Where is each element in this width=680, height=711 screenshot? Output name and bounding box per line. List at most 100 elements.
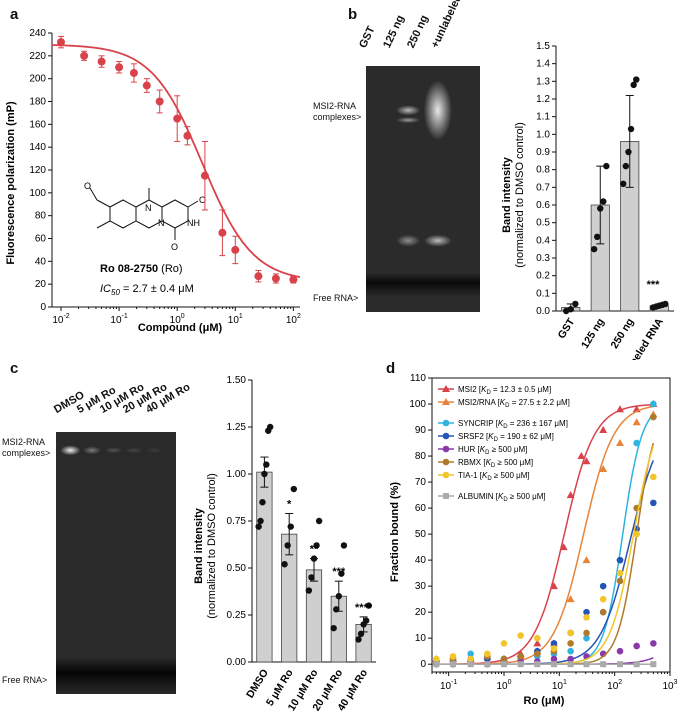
- data-point: [313, 542, 320, 549]
- legend-entry: SYNCRIP [KD = 236 ± 167 μM]: [458, 419, 568, 430]
- data-point: [583, 608, 590, 616]
- data-point: [284, 542, 291, 549]
- panel-a-xlabel: Compound (μM): [138, 322, 223, 334]
- data-point: [442, 471, 450, 479]
- data-point: [633, 661, 640, 668]
- data-point: [500, 640, 508, 647]
- data-point: [627, 125, 635, 133]
- y-tick-label: 1.25: [227, 422, 247, 433]
- data-point: [567, 661, 574, 668]
- y-tick-label: 0.1: [536, 288, 550, 299]
- legend-entry: MSI2 [KD = 12.3 ± 0.5 μM]: [458, 385, 551, 396]
- legend-entry: MSI2/RNA [KD = 27.5 ± 2.2 μM]: [458, 398, 570, 409]
- x-tick-label: 100: [496, 679, 511, 692]
- data-point: [517, 632, 524, 639]
- data-point: [433, 655, 440, 663]
- data-point: [622, 162, 630, 170]
- legend-entry: HUR [KD ≥ 500 μM]: [458, 445, 527, 456]
- y-tick-label: 40: [415, 555, 427, 566]
- data-point: [281, 561, 288, 568]
- y-tick-label: 0.00: [227, 657, 247, 668]
- significance-label: *: [287, 498, 292, 510]
- panel-d-xlabel: Ro (μM): [524, 695, 565, 707]
- data-point: [362, 617, 370, 624]
- panel-c-ylabel-2: (normalized to DMSO control): [206, 473, 218, 619]
- gel-b-complex-label-2: complexes>: [313, 112, 362, 122]
- data-point: [259, 499, 266, 506]
- data-point: [315, 517, 323, 525]
- data-point: [467, 655, 474, 663]
- x-tick-label: 10-1: [440, 679, 457, 692]
- y-tick-label: 0: [40, 302, 46, 313]
- legend-entry: SRSF2 [KD = 190 ± 62 μM]: [458, 432, 554, 443]
- data-point: [630, 81, 637, 89]
- data-point: [56, 38, 65, 47]
- data-point: [310, 555, 318, 562]
- gel-image-c: [56, 432, 176, 694]
- data-point: [599, 608, 607, 616]
- panel-d-letter: d: [386, 360, 396, 377]
- data-point: [550, 655, 558, 663]
- legend-entry: RBMX [KD ≥ 500 μM]: [458, 458, 533, 469]
- panel-a-chart: Fluorescence polarization (mP) Compound …: [5, 28, 301, 334]
- atom-nh: NH: [187, 218, 200, 228]
- data-point: [355, 636, 362, 643]
- molecule-atoms: O N N O NH O: [84, 181, 206, 252]
- fit-curve: [51, 44, 301, 278]
- data-point: [650, 413, 657, 421]
- data-point: [620, 180, 627, 187]
- data-point: [583, 634, 590, 642]
- data-point: [365, 602, 372, 609]
- data-point: [650, 400, 657, 408]
- data-point: [442, 398, 450, 405]
- ic50-label: IC50 = 2.7 ± 0.4 μM: [100, 283, 194, 297]
- panel-a-letter: a: [10, 6, 19, 23]
- data-point: [567, 655, 574, 663]
- y-tick-label: 80: [415, 451, 427, 462]
- data-point: [500, 661, 507, 668]
- data-point: [616, 647, 624, 655]
- y-tick-label: 80: [35, 211, 47, 222]
- y-tick-label: 1.5: [536, 41, 550, 52]
- data-point: [433, 661, 440, 668]
- data-point: [567, 640, 574, 647]
- data-point: [559, 543, 568, 551]
- x-tick-label: 101: [228, 313, 243, 326]
- data-point: [290, 485, 298, 493]
- gel-b-complex-label-1: MSI2-RNA: [313, 101, 357, 111]
- panel-c-chart: Band intensity (normalized to DMSO contr…: [193, 375, 376, 711]
- data-point: [600, 198, 607, 205]
- y-tick-label: 30: [415, 581, 427, 592]
- data-point: [484, 661, 491, 668]
- data-point: [443, 493, 449, 499]
- panel-b-ylabel: Band intensity: [501, 156, 513, 233]
- data-point: [632, 418, 641, 426]
- y-tick-label: 240: [29, 28, 46, 39]
- data-point: [567, 629, 574, 637]
- x-tick-label: 100: [170, 313, 185, 326]
- data-point: [442, 432, 450, 440]
- data-point: [633, 439, 640, 447]
- data-point: [467, 650, 474, 658]
- data-point: [625, 148, 632, 156]
- data-point: [97, 57, 106, 66]
- data-point: [442, 385, 450, 392]
- data-point: [449, 653, 457, 660]
- panel-b-letter: b: [348, 6, 358, 23]
- panel-a-ylabel: Fluorescence polarization (mP): [5, 101, 17, 265]
- data-point: [517, 661, 524, 668]
- y-tick-label: 60: [35, 234, 47, 245]
- legend-entry: TIA-1 [KD ≥ 500 μM]: [458, 471, 530, 482]
- data-point: [577, 452, 586, 460]
- data-point: [633, 642, 640, 650]
- compound-label: Ro 08-2750 (Ro): [100, 263, 183, 275]
- y-tick-label: 120: [29, 165, 46, 176]
- y-tick-label: 1.50: [227, 375, 247, 386]
- x-tick-label: GST: [556, 316, 578, 341]
- data-point: [271, 274, 280, 283]
- molecule-structure: [89, 187, 199, 240]
- data-point: [335, 593, 342, 600]
- y-tick-label: 1.4: [536, 59, 550, 70]
- data-point: [616, 405, 625, 413]
- x-tick-label: 102: [286, 313, 301, 326]
